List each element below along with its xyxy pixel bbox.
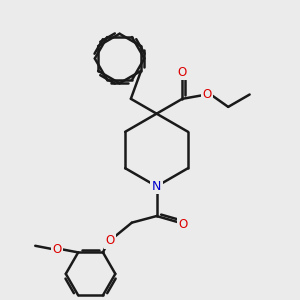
Text: O: O [52, 243, 61, 256]
Text: O: O [178, 218, 188, 231]
Text: O: O [178, 66, 187, 79]
Text: N: N [152, 180, 161, 193]
Text: O: O [202, 88, 212, 101]
Text: O: O [106, 234, 115, 247]
